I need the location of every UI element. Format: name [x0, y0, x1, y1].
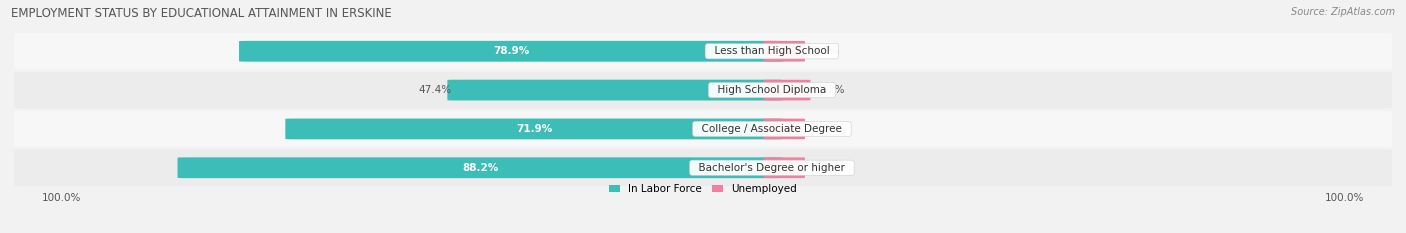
Text: 0.0%: 0.0%: [813, 46, 839, 56]
Text: 78.9%: 78.9%: [494, 46, 529, 56]
FancyBboxPatch shape: [763, 119, 806, 139]
FancyBboxPatch shape: [14, 150, 1392, 186]
Text: Bachelor's Degree or higher: Bachelor's Degree or higher: [692, 163, 852, 173]
Text: 0.0%: 0.0%: [813, 163, 839, 173]
FancyBboxPatch shape: [763, 158, 806, 178]
Text: 71.9%: 71.9%: [516, 124, 553, 134]
Text: 0.0%: 0.0%: [813, 124, 839, 134]
FancyBboxPatch shape: [763, 80, 810, 100]
FancyBboxPatch shape: [239, 41, 783, 62]
Text: EMPLOYMENT STATUS BY EDUCATIONAL ATTAINMENT IN ERSKINE: EMPLOYMENT STATUS BY EDUCATIONAL ATTAINM…: [11, 7, 392, 20]
Text: 100.0%: 100.0%: [42, 193, 82, 203]
Text: 100.0%: 100.0%: [1324, 193, 1364, 203]
Text: 88.2%: 88.2%: [463, 163, 498, 173]
Text: High School Diploma: High School Diploma: [711, 85, 832, 95]
FancyBboxPatch shape: [763, 41, 806, 62]
Text: College / Associate Degree: College / Associate Degree: [695, 124, 849, 134]
FancyBboxPatch shape: [14, 111, 1392, 147]
Text: Source: ZipAtlas.com: Source: ZipAtlas.com: [1291, 7, 1395, 17]
FancyBboxPatch shape: [177, 157, 783, 178]
FancyBboxPatch shape: [14, 33, 1392, 69]
Text: 2.2%: 2.2%: [818, 85, 845, 95]
FancyBboxPatch shape: [447, 80, 783, 100]
Text: Less than High School: Less than High School: [707, 46, 837, 56]
Text: 47.4%: 47.4%: [419, 85, 451, 95]
Legend: In Labor Force, Unemployed: In Labor Force, Unemployed: [609, 184, 797, 194]
FancyBboxPatch shape: [285, 119, 783, 139]
FancyBboxPatch shape: [14, 72, 1392, 108]
